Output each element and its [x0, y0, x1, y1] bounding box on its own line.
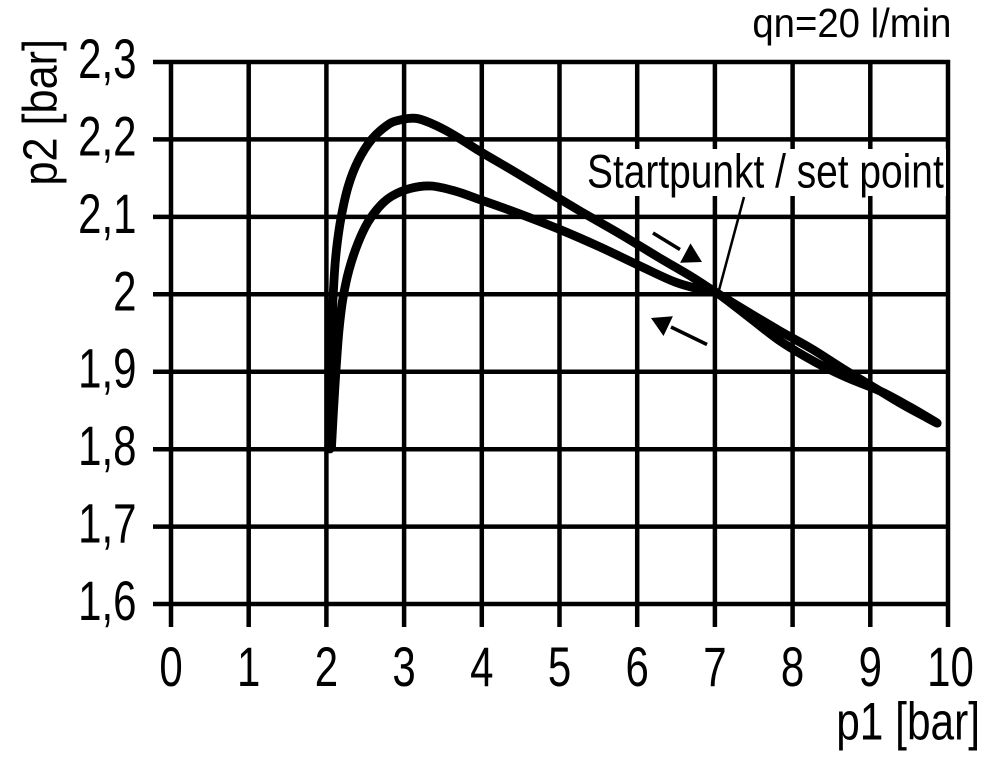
- svg-text:1,7: 1,7: [78, 493, 136, 555]
- svg-text:9: 9: [859, 636, 882, 698]
- svg-text:2,3: 2,3: [78, 28, 136, 90]
- svg-text:6: 6: [626, 636, 649, 698]
- svg-text:1,6: 1,6: [78, 570, 136, 632]
- svg-text:p1 [bar]: p1 [bar]: [836, 693, 980, 752]
- svg-text:0: 0: [159, 636, 182, 698]
- svg-text:10: 10: [927, 636, 974, 698]
- svg-text:1: 1: [237, 636, 260, 698]
- svg-text:Startpunkt / set point: Startpunkt / set point: [587, 146, 944, 198]
- svg-text:2,1: 2,1: [78, 183, 136, 245]
- svg-text:2: 2: [315, 636, 338, 698]
- svg-text:1,9: 1,9: [78, 338, 136, 400]
- svg-text:qn=20 l/min: qn=20 l/min: [752, 1, 951, 46]
- svg-text:p2 [bar]: p2 [bar]: [13, 39, 67, 185]
- svg-text:3: 3: [392, 636, 415, 698]
- svg-text:4: 4: [470, 636, 493, 698]
- svg-text:2: 2: [113, 261, 136, 323]
- svg-text:1,8: 1,8: [78, 415, 136, 477]
- svg-text:2,2: 2,2: [78, 106, 136, 168]
- svg-text:8: 8: [781, 636, 804, 698]
- svg-text:5: 5: [548, 636, 571, 698]
- svg-text:7: 7: [703, 636, 726, 698]
